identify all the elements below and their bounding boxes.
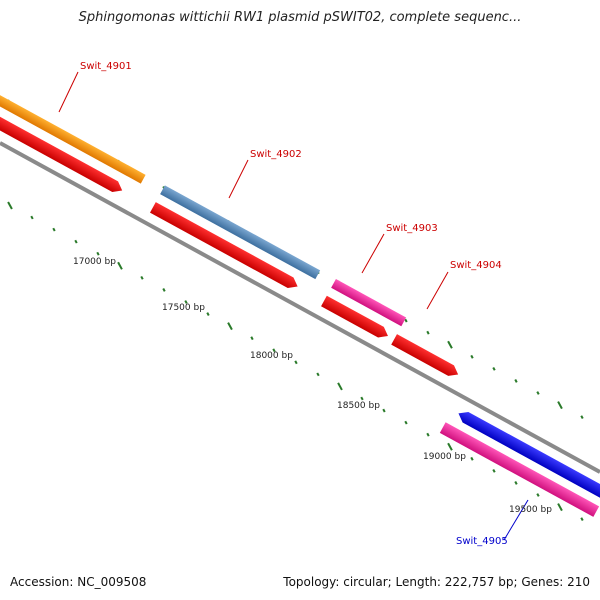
- accession-text: Accession: NC_009508: [10, 575, 147, 589]
- scale-label-19500: 19500 bp: [509, 505, 552, 515]
- cds-swit-4902-arrow[interactable]: [150, 202, 300, 292]
- upper-tick: [492, 366, 496, 371]
- scale-label-18500: 18500 bp: [337, 401, 380, 411]
- lower-tick: [294, 360, 298, 365]
- lower-tick: [316, 372, 320, 377]
- lower-tick: [96, 251, 100, 256]
- lower-tick: [360, 396, 364, 401]
- lower-tick: [52, 227, 56, 232]
- gene-label-swit-4902[interactable]: Swit_4902: [250, 149, 302, 160]
- upper-tick: [580, 415, 584, 420]
- upper-tick: [447, 340, 453, 349]
- lower-tick: [447, 442, 453, 451]
- upper-tick: [536, 391, 540, 395]
- scale-label-18000: 18000 bp: [250, 351, 293, 361]
- lower-tick: [580, 517, 584, 522]
- gene-swit-4901-box[interactable]: [0, 86, 146, 184]
- lower-tick: [470, 456, 474, 461]
- upper-tick: [514, 379, 518, 383]
- upper-tick: [404, 318, 408, 323]
- scale-label-17500: 17500 bp: [162, 303, 205, 313]
- lower-tick: [514, 481, 518, 485]
- lower-tick: [7, 201, 13, 210]
- lower-tick: [162, 288, 166, 292]
- lower-tick: [74, 239, 78, 244]
- cds-swit-4905-arrow[interactable]: [456, 408, 600, 500]
- scale-label-19000: 19000 bp: [423, 452, 466, 462]
- gene-swit-4902-box[interactable]: [160, 185, 321, 280]
- lower-tick: [227, 322, 233, 331]
- lower-tick: [250, 336, 254, 341]
- lower-tick: [184, 300, 188, 304]
- lower-tick: [404, 420, 408, 425]
- upper-tick: [557, 401, 563, 410]
- lower-tick: [117, 261, 123, 270]
- label-leader-4902: [228, 159, 249, 199]
- lower-tick: [492, 468, 496, 473]
- label-leader-4903: [361, 233, 385, 274]
- cds-swit-4901-arrow[interactable]: [0, 103, 125, 196]
- gene-label-swit-4903[interactable]: Swit_4903: [386, 223, 438, 234]
- cds-swit-4903-arrow[interactable]: [321, 295, 391, 342]
- lower-tick: [337, 382, 343, 391]
- gene-swit-4903-box[interactable]: [331, 279, 407, 327]
- gene-label-swit-4905[interactable]: Swit_4905: [456, 536, 508, 547]
- gene-swit-4905-box[interactable]: [439, 422, 600, 517]
- lower-tick: [536, 493, 540, 497]
- upper-tick: [470, 354, 474, 359]
- topology-summary: Topology: circular; Length: 222,757 bp; …: [283, 575, 590, 589]
- plasmid-backbone: [0, 141, 600, 474]
- lower-tick: [140, 275, 144, 280]
- label-leader-4904: [426, 271, 449, 310]
- lower-tick: [426, 432, 430, 437]
- cds-swit-4904-arrow[interactable]: [391, 334, 461, 380]
- upper-tick: [426, 330, 430, 335]
- map-title: Sphingomonas wittichii RW1 plasmid pSWIT…: [78, 10, 522, 25]
- gene-label-swit-4901[interactable]: Swit_4901: [80, 61, 132, 72]
- lower-tick: [272, 348, 276, 353]
- lower-tick: [30, 215, 34, 220]
- scale-label-17000: 17000 bp: [73, 257, 116, 267]
- label-leader-4901: [58, 71, 79, 113]
- lower-tick: [382, 408, 386, 413]
- label-leader-4905: [503, 499, 529, 541]
- lower-tick: [557, 503, 563, 512]
- gene-label-swit-4904[interactable]: Swit_4904: [450, 260, 502, 271]
- lower-tick: [206, 312, 210, 316]
